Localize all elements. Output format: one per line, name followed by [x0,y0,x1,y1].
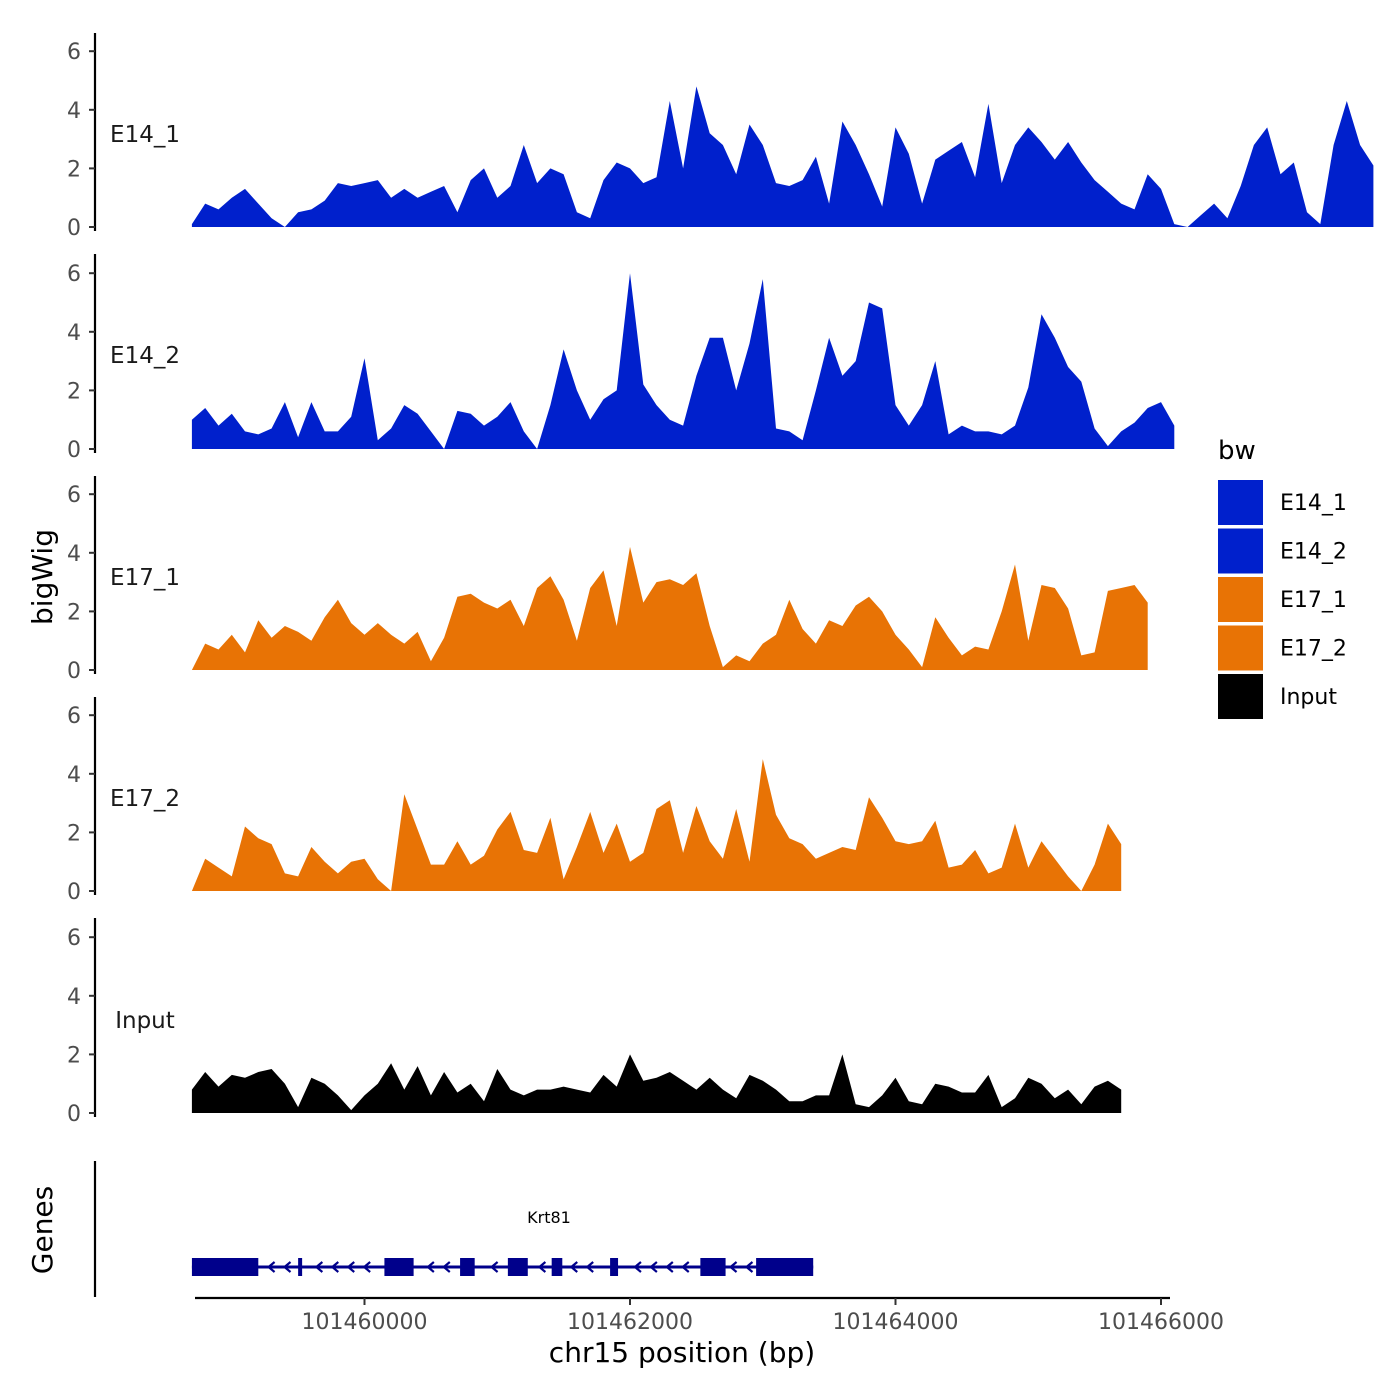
strand-arrow [362,1261,371,1273]
strand-arrow [728,1261,738,1273]
y-tick-label: 0 [67,659,81,684]
x-tick-label: 101460000 [302,1310,428,1335]
strand-arrow [314,1261,324,1273]
legend-swatch [1218,674,1263,719]
strand-arrow [681,1261,690,1273]
track-e17-1: 0 2 4 6 E17_1 [67,476,1148,684]
y-tick-label: 6 [67,483,81,508]
strand-arrow [266,1261,276,1273]
gene-exon [756,1258,814,1276]
gene-exon [551,1258,563,1276]
y-axis-title: bigWig [26,529,59,625]
gene-label: Krt81 [527,1208,571,1227]
legend-item: E17_2 [1218,625,1347,671]
legend-label: E17_2 [1280,637,1347,662]
y-tick-label: 0 [67,438,81,463]
track-input: 0 2 4 6 Input [67,918,1122,1127]
track-label: E14_2 [110,343,180,369]
track-label: E17_2 [110,786,180,812]
track-e17-2: 0 2 4 6 E17_2 [67,697,1122,905]
strand-arrow [633,1261,642,1273]
y-tick-label: 4 [67,99,81,124]
gene-exon [298,1258,303,1276]
strand-arrow [569,1261,578,1273]
strand-arrow [744,1261,754,1273]
y-tick-label: 0 [67,1102,81,1127]
area-e14-2 [191,273,1175,449]
strand-arrow [649,1261,658,1273]
strand-arrow [665,1261,674,1273]
y-tick-label: 0 [67,216,81,241]
y-tick-label: 2 [67,821,81,846]
legend-item: Input [1218,674,1337,719]
legend-label: E14_1 [1280,491,1347,516]
y-tick-label: 4 [67,321,81,346]
strand-arrow [346,1261,355,1273]
x-axis-title: chr15 position (bp) [549,1336,815,1369]
y-tick-label: 6 [67,262,81,287]
y-tick-label: 6 [67,926,81,951]
legend-swatch [1218,625,1263,671]
y-tick-label: 4 [67,542,81,567]
gene-exon [507,1258,528,1276]
y-tick-label: 2 [67,157,81,182]
legend-label: Input [1280,685,1337,710]
genes-axis-title: Genes [26,1186,59,1274]
strand-arrow [537,1261,547,1273]
legend-item: E14_1 [1218,480,1347,525]
y-tick-label: 2 [67,1043,81,1068]
strand-arrow [426,1261,435,1273]
y-tick-label: 4 [67,763,81,788]
strand-arrow [282,1261,292,1273]
area-e14-1 [191,86,1374,228]
area-e17-1 [191,546,1148,670]
y-tick-label: 4 [67,985,81,1010]
gene-exon [384,1258,414,1276]
track-label: E14_1 [110,122,180,148]
legend-swatch [1218,577,1263,622]
y-tick-label: 6 [67,40,81,65]
strand-arrow [442,1261,451,1273]
legend-item: E17_1 [1218,577,1347,622]
strand-arrow [585,1261,594,1273]
y-tick-label: 2 [67,600,81,625]
gene-exon [700,1258,726,1276]
area-e17-2 [191,759,1122,891]
legend-swatch [1218,528,1263,574]
x-tick-label: 101462000 [567,1310,693,1335]
legend-swatch [1218,480,1263,525]
x-tick-label: 101466000 [1098,1310,1224,1335]
legend-label: E14_2 [1280,540,1347,565]
y-tick-label: 2 [67,379,81,404]
gene-exon [460,1258,475,1276]
legend-label: E17_1 [1280,588,1347,613]
x-tick-label: 101464000 [833,1310,959,1335]
track-e14-2: 0 2 4 6 E14_2 [67,254,1175,463]
track-label: Input [115,1008,175,1034]
track-e14-1: 0 2 4 6 E14_1 [67,33,1374,241]
y-tick-label: 0 [67,880,81,905]
area-input [191,1054,1122,1113]
y-tick-label: 6 [67,704,81,729]
strand-arrow [489,1261,499,1273]
gene-exon [610,1258,619,1276]
track-label: E17_1 [110,565,180,591]
strand-arrow [330,1261,339,1273]
legend-title: bw [1218,436,1256,466]
gene-exon [191,1258,259,1276]
legend-item: E14_2 [1218,528,1347,574]
